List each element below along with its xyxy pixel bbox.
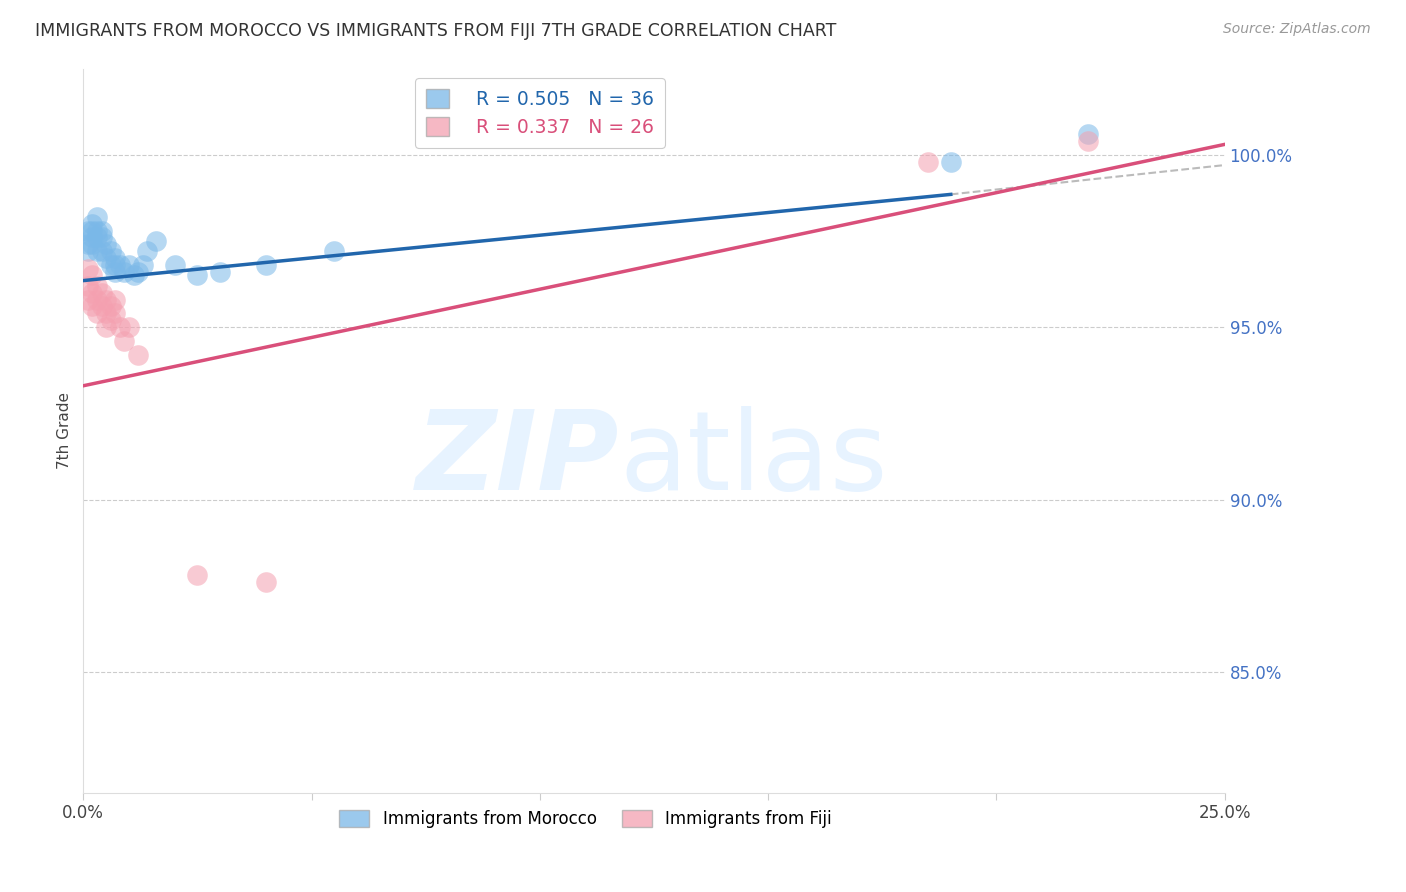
Point	[104, 251, 127, 265]
Y-axis label: 7th Grade: 7th Grade	[58, 392, 72, 469]
Point	[76, 237, 98, 252]
Point	[323, 244, 346, 259]
Point	[104, 265, 127, 279]
Point	[94, 293, 117, 307]
Point	[1077, 127, 1099, 141]
Point	[86, 244, 108, 259]
Point	[90, 244, 112, 259]
Point	[76, 278, 98, 293]
Point	[136, 244, 159, 259]
Point	[94, 306, 117, 320]
Point	[108, 258, 131, 272]
Point	[1077, 134, 1099, 148]
Point	[86, 293, 108, 307]
Point	[90, 285, 112, 300]
Point	[118, 320, 141, 334]
Text: ZIP: ZIP	[416, 406, 620, 513]
Point	[90, 224, 112, 238]
Point	[112, 334, 135, 348]
Legend: Immigrants from Morocco, Immigrants from Fiji: Immigrants from Morocco, Immigrants from…	[333, 804, 838, 835]
Point	[76, 244, 98, 259]
Point	[127, 348, 149, 362]
Point	[186, 568, 208, 582]
Point	[90, 230, 112, 244]
Point	[108, 320, 131, 334]
Point	[104, 306, 127, 320]
Point	[94, 237, 117, 252]
Point	[939, 154, 962, 169]
Point	[163, 258, 186, 272]
Point	[209, 265, 232, 279]
Point	[82, 217, 104, 231]
Point	[86, 210, 108, 224]
Point	[82, 224, 104, 238]
Point	[90, 300, 112, 314]
Text: IMMIGRANTS FROM MOROCCO VS IMMIGRANTS FROM FIJI 7TH GRADE CORRELATION CHART: IMMIGRANTS FROM MOROCCO VS IMMIGRANTS FR…	[35, 22, 837, 40]
Point	[86, 306, 108, 320]
Point	[76, 293, 98, 307]
Point	[86, 278, 108, 293]
Point	[76, 224, 98, 238]
Point	[82, 230, 104, 244]
Point	[254, 575, 277, 590]
Point	[82, 237, 104, 252]
Point	[94, 320, 117, 334]
Point	[86, 230, 108, 244]
Text: atlas: atlas	[620, 406, 889, 513]
Point	[122, 268, 145, 283]
Point	[100, 244, 122, 259]
Point	[100, 258, 122, 272]
Point	[100, 313, 122, 327]
Point	[127, 265, 149, 279]
Point	[82, 300, 104, 314]
Point	[104, 293, 127, 307]
Point	[254, 258, 277, 272]
Point	[131, 258, 153, 272]
Point	[94, 251, 117, 265]
Point	[118, 258, 141, 272]
Point	[82, 285, 104, 300]
Point	[112, 265, 135, 279]
Point	[100, 300, 122, 314]
Point	[186, 268, 208, 283]
Point	[82, 268, 104, 283]
Point	[76, 261, 98, 276]
Point	[917, 154, 939, 169]
Text: Source: ZipAtlas.com: Source: ZipAtlas.com	[1223, 22, 1371, 37]
Point	[104, 258, 127, 272]
Point	[145, 234, 167, 248]
Point	[86, 224, 108, 238]
